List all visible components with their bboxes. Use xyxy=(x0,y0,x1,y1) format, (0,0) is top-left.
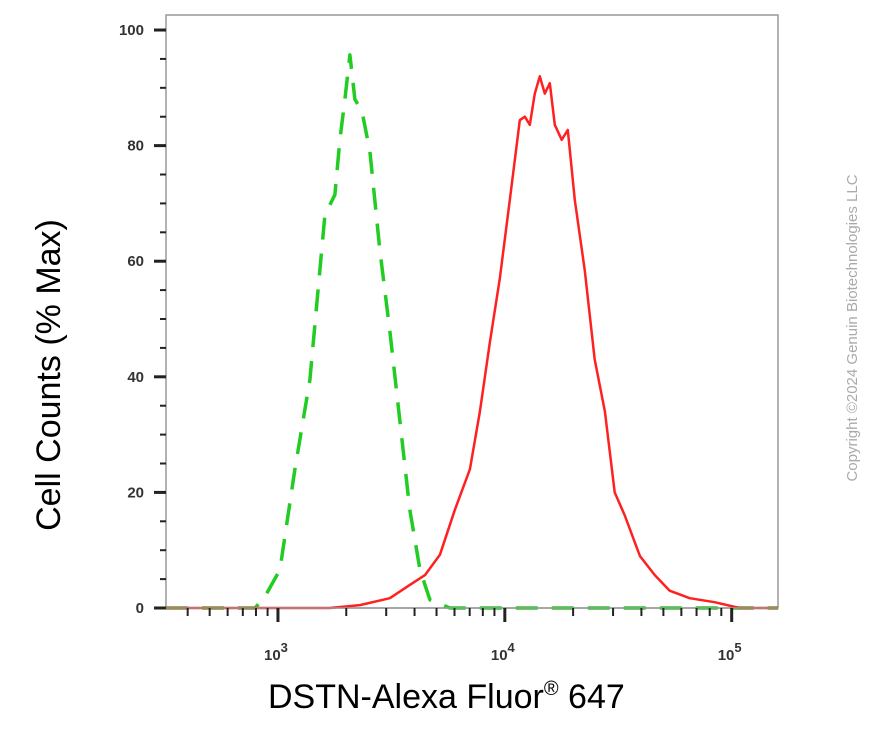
axis-layer: 0 20 40 60 80 100 103 104 105 xyxy=(119,22,778,664)
control-histogram-line xyxy=(166,53,778,610)
y-tick-label: 40 xyxy=(127,369,144,386)
y-tick-label: 20 xyxy=(127,484,144,501)
plot-frame xyxy=(165,14,779,609)
y-tick-label: 0 xyxy=(136,600,144,617)
x-axis-title-suffix: 647 xyxy=(559,678,625,716)
y-tick-label: 100 xyxy=(119,22,144,39)
stained-histogram-line xyxy=(166,75,778,610)
x-tick-label: 103 xyxy=(264,640,288,664)
x-tick-label: 105 xyxy=(718,640,742,664)
x-axis-title-main: DSTN-Alexa Fluor xyxy=(268,678,544,716)
y-axis-title: Cell Counts (% Max) xyxy=(30,219,68,531)
copyright-watermark: Copyright ©2024 Genuin Biotechnologies L… xyxy=(844,174,861,481)
series-layer xyxy=(166,53,778,610)
x-tick-label: 104 xyxy=(491,640,516,664)
x-axis-title-superscript: ® xyxy=(544,678,559,700)
x-axis-title: DSTN-Alexa Fluor® 647 xyxy=(268,678,625,716)
y-tick-label: 80 xyxy=(127,138,144,155)
y-tick-label: 60 xyxy=(127,253,144,270)
